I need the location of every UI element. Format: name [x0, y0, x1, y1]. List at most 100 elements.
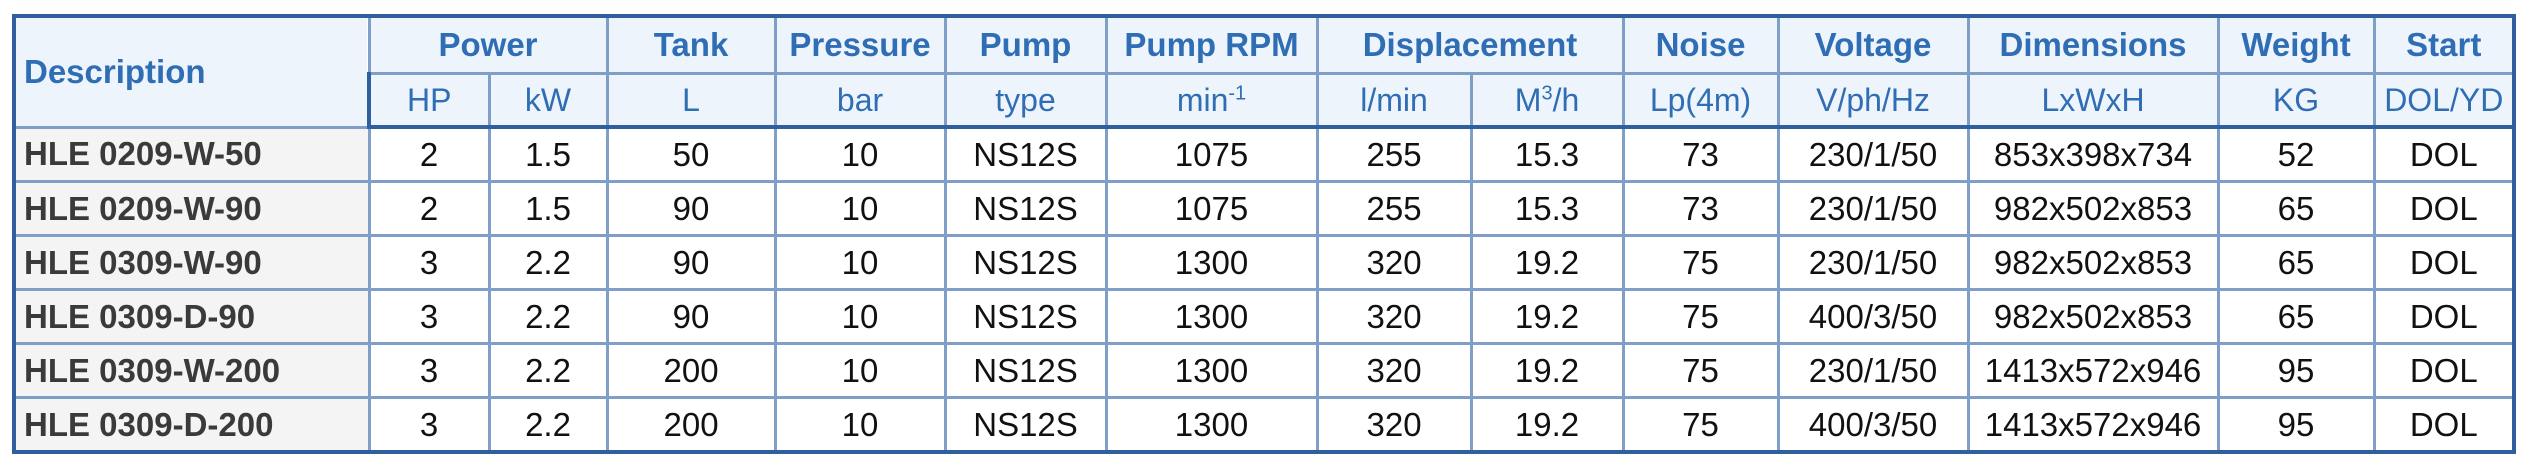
unit-label: LxWxH	[2041, 81, 2145, 118]
value-cell-kg: 95	[2216, 396, 2376, 454]
value-cell-vphhz: 230/1/50	[1776, 125, 1970, 183]
value-cell-kw: 2.2	[487, 396, 609, 454]
value-cell-m3h: 15.3	[1469, 180, 1625, 237]
value-cell-l: 90	[605, 180, 777, 237]
group-header-dimensions: Dimensions	[1966, 14, 2220, 75]
value-cell-bar: 10	[773, 342, 947, 399]
value-cell-vphhz: 400/3/50	[1776, 396, 1970, 454]
value-cell-type: NS12S	[943, 342, 1108, 399]
value-cell-min: 1300	[1104, 288, 1319, 345]
value-cell-bar: 10	[773, 396, 947, 454]
value-cell-hp: 3	[367, 396, 491, 454]
unit-label: DOL/YD	[2384, 81, 2504, 118]
unit-superscript: -1	[1228, 81, 1247, 104]
value-cell-kw: 1.5	[487, 125, 609, 183]
spec-table: Description Power Tank Pressure Pump Pump RP…	[12, 14, 2517, 454]
description-header: Description	[12, 14, 371, 129]
value-cell-lp4m: 73	[1621, 180, 1780, 237]
value-cell-l: 50	[605, 125, 777, 183]
value-cell-kg: 65	[2216, 180, 2376, 237]
value-cell-l: 200	[605, 342, 777, 399]
value-cell-min: 1300	[1104, 396, 1319, 454]
unit-header-bar: bar	[773, 72, 947, 129]
unit-header-lmin: l/min	[1315, 72, 1473, 129]
value-cell-vphhz: 230/1/50	[1776, 342, 1970, 399]
value-cell-min: 1075	[1104, 125, 1319, 183]
value-cell-l: 200	[605, 396, 777, 454]
value-cell-lmin: 255	[1315, 180, 1473, 237]
table-row: HLE 0209-W-90 2 1.5 90 10 NS12S 1075 255 15.3 73 2…	[12, 180, 2517, 237]
table-row: HLE 0309-D-90 3 2.2 90 10 NS12S 1300 320 19.2 75 4…	[12, 288, 2517, 345]
unit-label: l/min	[1360, 81, 1428, 118]
value-cell-m3h: 19.2	[1469, 342, 1625, 399]
group-header-voltage: Voltage	[1776, 14, 1970, 75]
value-cell-dolyd: DOL	[2372, 396, 2517, 454]
value-cell-vphhz: 400/3/50	[1776, 288, 1970, 345]
table-row: HLE 0309-W-200 3 2.2 200 10 NS12S 1300 320 19.2 7…	[12, 342, 2517, 399]
value-cell-lxwxh: 1413x572x946	[1966, 342, 2220, 399]
value-cell-vphhz: 230/1/50	[1776, 234, 1970, 291]
unit-superscript: 3	[1541, 81, 1553, 104]
value-cell-lp4m: 75	[1621, 396, 1780, 454]
unit-label: M	[1514, 81, 1542, 118]
model-cell: HLE 0209-W-90	[12, 180, 371, 237]
value-cell-bar: 10	[773, 288, 947, 345]
value-cell-hp: 3	[367, 288, 491, 345]
value-cell-kg: 65	[2216, 234, 2376, 291]
value-cell-lmin: 320	[1315, 234, 1473, 291]
value-cell-dolyd: DOL	[2372, 234, 2517, 291]
unit-header-l: L	[605, 72, 777, 129]
group-header-row: Description Power Tank Pressure Pump Pump RP…	[12, 14, 2517, 129]
table-row: HLE 0309-W-90 3 2.2 90 10 NS12S 1300 320 19.2 75 2…	[12, 234, 2517, 291]
value-cell-lp4m: 75	[1621, 342, 1780, 399]
unit-label: HP	[407, 81, 452, 118]
value-cell-hp: 3	[367, 342, 491, 399]
unit-label: min	[1176, 81, 1229, 118]
value-cell-l: 90	[605, 234, 777, 291]
value-cell-lmin: 320	[1315, 288, 1473, 345]
value-cell-bar: 10	[773, 234, 947, 291]
unit-header-kg: KG	[2216, 72, 2376, 129]
unit-header-m3h: M3/h	[1469, 72, 1625, 129]
value-cell-type: NS12S	[943, 288, 1108, 345]
value-cell-min: 1075	[1104, 180, 1319, 237]
unit-label: V/ph/Hz	[1816, 81, 1930, 118]
value-cell-lp4m: 75	[1621, 288, 1780, 345]
spec-table-body: HLE 0209-W-50 2 1.5 50 10 NS12S 1075 255 15.3 73 2…	[12, 125, 2517, 454]
unit-header-lxwxh: LxWxH	[1966, 72, 2220, 129]
value-cell-lxwxh: 982x502x853	[1966, 234, 2220, 291]
unit-label: type	[995, 81, 1056, 118]
unit-label: L	[682, 81, 700, 118]
value-cell-kg: 95	[2216, 342, 2376, 399]
value-cell-m3h: 19.2	[1469, 234, 1625, 291]
value-cell-dolyd: DOL	[2372, 342, 2517, 399]
value-cell-bar: 10	[773, 180, 947, 237]
table-row: HLE 0309-D-200 3 2.2 200 10 NS12S 1300 320 19.2 7…	[12, 396, 2517, 454]
spec-table-container: Description Power Tank Pressure Pump Pump RP…	[12, 14, 2517, 454]
value-cell-lp4m: 73	[1621, 125, 1780, 183]
value-cell-type: NS12S	[943, 396, 1108, 454]
group-header-displacement: Displacement	[1315, 14, 1625, 75]
value-cell-lmin: 320	[1315, 396, 1473, 454]
value-cell-m3h: 19.2	[1469, 288, 1625, 345]
value-cell-dolyd: DOL	[2372, 125, 2517, 183]
unit-header-hp: HP	[367, 72, 491, 129]
group-header-pump: Pump	[943, 14, 1108, 75]
value-cell-dolyd: DOL	[2372, 180, 2517, 237]
value-cell-type: NS12S	[943, 234, 1108, 291]
table-row: HLE 0209-W-50 2 1.5 50 10 NS12S 1075 255 15.3 73 2…	[12, 125, 2517, 183]
unit-header-type: type	[943, 72, 1108, 129]
value-cell-lxwxh: 982x502x853	[1966, 180, 2220, 237]
unit-header-lp4m: Lp(4m)	[1621, 72, 1780, 129]
value-cell-kg: 65	[2216, 288, 2376, 345]
value-cell-dolyd: DOL	[2372, 288, 2517, 345]
group-header-weight: Weight	[2216, 14, 2376, 75]
value-cell-hp: 2	[367, 180, 491, 237]
unit-header-vphhz: V/ph/Hz	[1776, 72, 1970, 129]
value-cell-lp4m: 75	[1621, 234, 1780, 291]
value-cell-hp: 2	[367, 125, 491, 183]
model-cell: HLE 0309-D-90	[12, 288, 371, 345]
model-cell: HLE 0309-W-200	[12, 342, 371, 399]
value-cell-lmin: 320	[1315, 342, 1473, 399]
